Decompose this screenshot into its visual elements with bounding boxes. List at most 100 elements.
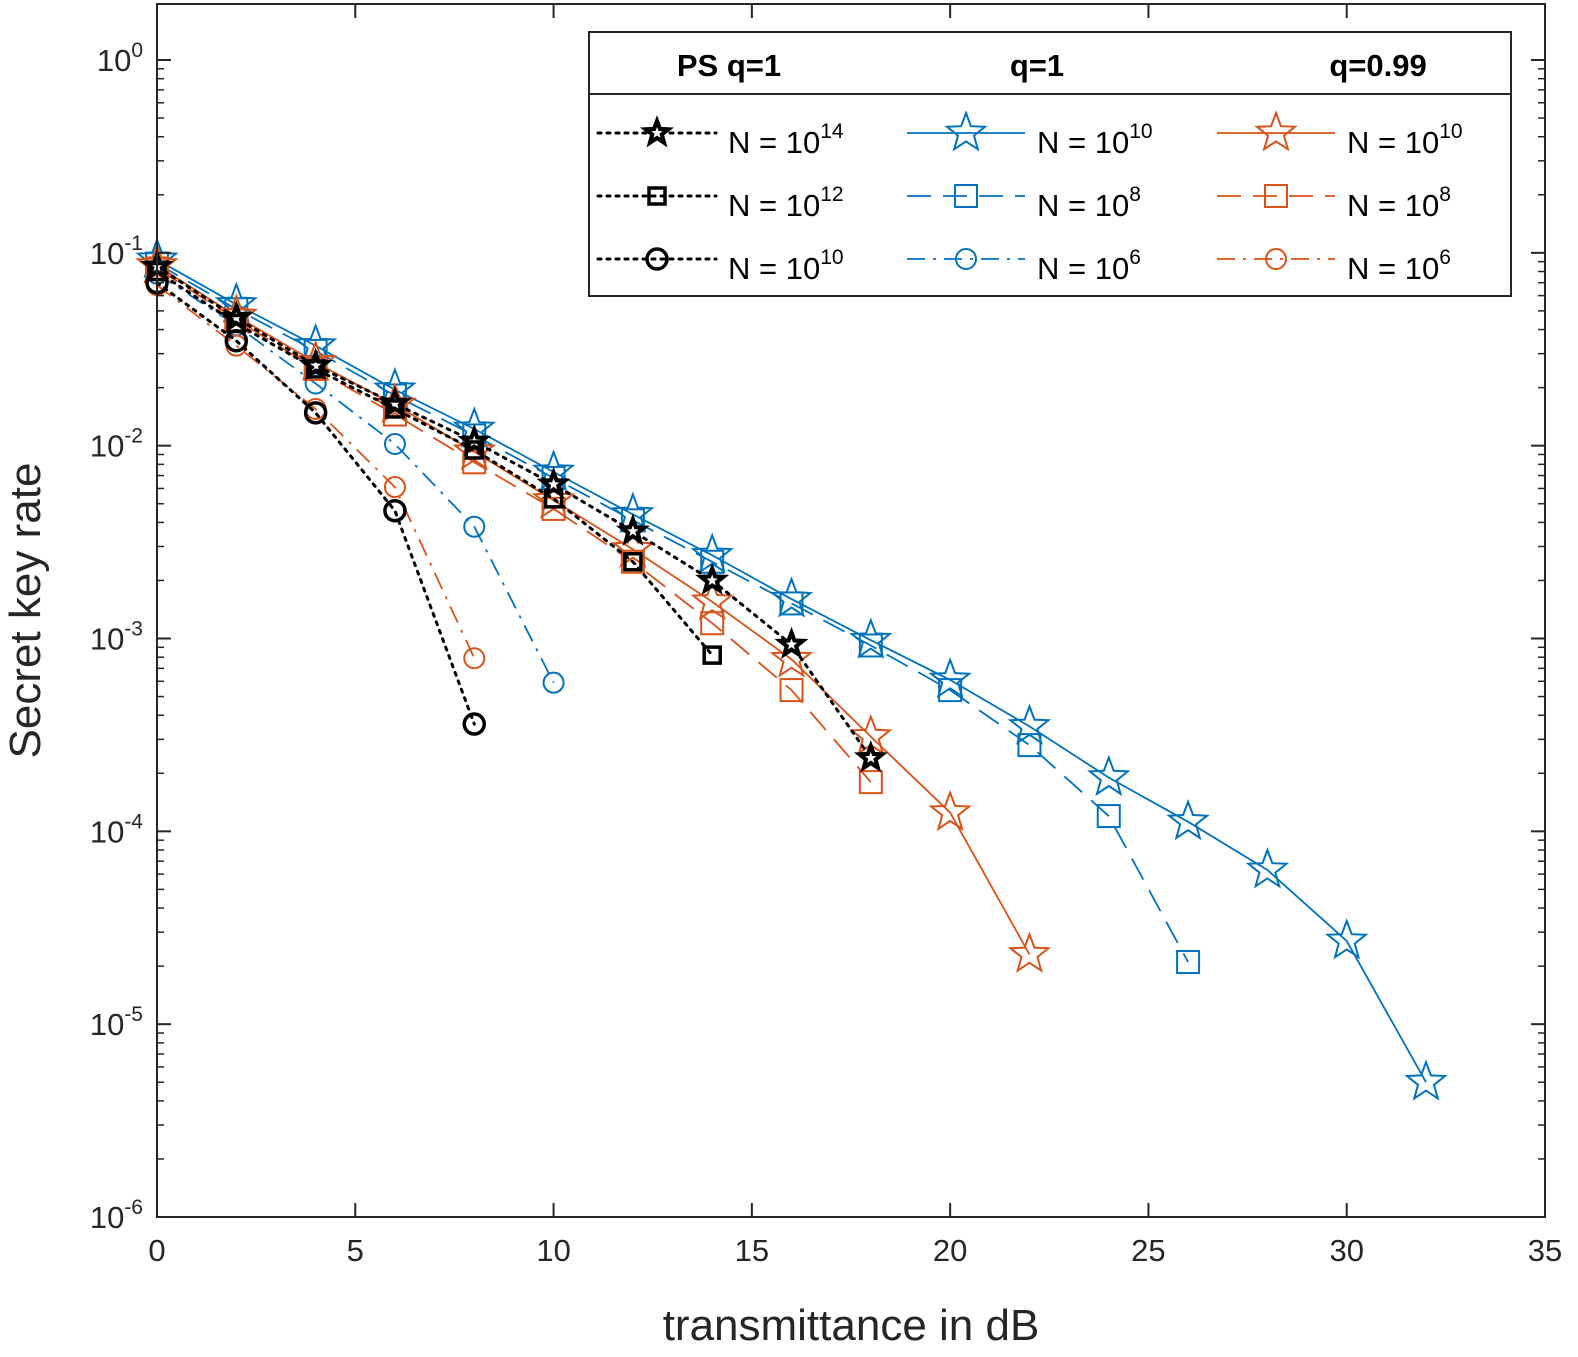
data-point	[779, 591, 804, 616]
y-tick-label: 10-5	[90, 1003, 143, 1042]
data-point	[853, 740, 888, 773]
legend-entry: N = 106	[1217, 246, 1451, 286]
data-point	[303, 401, 328, 425]
x-tick-label: 35	[1528, 1233, 1562, 1268]
series-line	[156, 272, 555, 684]
legend-marker	[647, 186, 667, 206]
data-point	[938, 678, 963, 703]
x-tick-label: 30	[1329, 1233, 1363, 1268]
legend-marker	[1264, 184, 1288, 208]
data-point	[383, 476, 406, 499]
legend-marker	[944, 110, 988, 152]
legend-label: N = 108	[1347, 183, 1451, 223]
plot-area	[135, 236, 1448, 1101]
legend-entry: N = 1010	[907, 110, 1153, 160]
legend-box	[588, 31, 1512, 297]
data-point	[702, 645, 722, 665]
legend-entry: N = 108	[907, 183, 1141, 223]
series-line	[156, 267, 872, 783]
legend-marker	[645, 247, 669, 271]
data-point	[1007, 703, 1052, 745]
series-line	[156, 264, 1031, 955]
series-line	[155, 264, 873, 760]
data-point	[298, 347, 333, 381]
data-point	[463, 515, 486, 538]
data-point	[452, 428, 497, 471]
plot-frame	[156, 3, 1546, 1218]
legend-entry: N = 1012	[596, 183, 844, 223]
legend-entry: N = 1014	[596, 115, 844, 160]
series-line	[156, 262, 1189, 963]
data-point	[1017, 733, 1042, 758]
data-point	[463, 647, 486, 670]
data-point	[542, 671, 565, 694]
legend-marker	[955, 248, 977, 270]
data-point	[383, 433, 406, 456]
data-point	[305, 359, 326, 379]
legend-entry: N = 108	[1217, 183, 1451, 223]
legend-group-header: q=1	[1010, 48, 1064, 83]
data-point	[623, 552, 643, 572]
legend-group-header: q=0.99	[1329, 48, 1426, 83]
series-line	[156, 284, 476, 659]
series-line	[156, 259, 1427, 1083]
data-point	[928, 657, 972, 699]
legend-marker	[1254, 110, 1298, 152]
data-point	[779, 678, 804, 703]
data-point	[224, 329, 249, 353]
legend-entry: N = 106	[907, 246, 1141, 286]
data-point	[543, 489, 564, 509]
data-point	[695, 562, 730, 595]
x-tick-label: 0	[148, 1233, 165, 1268]
data-point	[1166, 798, 1210, 841]
y-tick-label: 10-2	[90, 425, 143, 464]
data-point	[1324, 918, 1369, 960]
series-1	[147, 261, 722, 665]
y-tick-label: 10-3	[90, 618, 143, 657]
data-point	[1087, 754, 1131, 797]
x-tick-label: 5	[347, 1233, 364, 1268]
y-tick-label: 10-1	[90, 232, 143, 271]
star-core	[785, 638, 798, 650]
y-tick-label: 10-4	[90, 810, 143, 849]
x-axis-label: transmittance in dB	[663, 1301, 1040, 1350]
series-6	[135, 242, 1052, 973]
data-point	[1176, 950, 1201, 975]
data-point	[858, 770, 883, 795]
legend-label: N = 1010	[1347, 120, 1463, 160]
data-point	[304, 372, 327, 395]
series-line	[155, 281, 476, 726]
data-point	[462, 450, 487, 475]
legend-label: N = 106	[1347, 246, 1451, 286]
legend-marker	[639, 115, 675, 148]
y-tick-label: 10-6	[90, 1196, 143, 1235]
legend-entry: N = 1010	[1217, 110, 1463, 160]
series-7	[145, 256, 883, 795]
star-core	[651, 127, 663, 138]
star-core	[627, 525, 639, 537]
legend-group-header: PS q=1	[677, 48, 781, 83]
legend-label: N = 1010	[1037, 120, 1153, 160]
x-tick-label: 25	[1131, 1233, 1165, 1268]
series-0	[139, 248, 888, 773]
data-point	[690, 578, 734, 621]
legend-label: N = 1014	[728, 120, 844, 160]
data-point	[849, 617, 893, 659]
data-point	[541, 496, 566, 521]
data-point	[700, 611, 725, 636]
star-core	[389, 397, 401, 409]
y-tick-label: 100	[97, 39, 143, 78]
data-point	[385, 399, 405, 419]
legend-marker	[954, 184, 978, 208]
x-tick-label: 15	[735, 1233, 769, 1268]
star-core	[706, 574, 718, 586]
legend-label: N = 106	[1037, 246, 1141, 286]
data-point	[774, 626, 809, 659]
legend: PS q=1 q=1 q=0.99 N = 1014 N = 1012 N = 1010 N…	[588, 31, 1512, 297]
data-point	[383, 498, 407, 523]
legend-label: N = 1010	[728, 246, 844, 286]
legend-label: N = 108	[1037, 183, 1141, 223]
axis-ticks: 0 5 10 15 20 25 30 35 10-6 10-5 10-4 10-3 10-2 10-1 10…	[90, 4, 1562, 1268]
data-point	[1007, 931, 1052, 973]
